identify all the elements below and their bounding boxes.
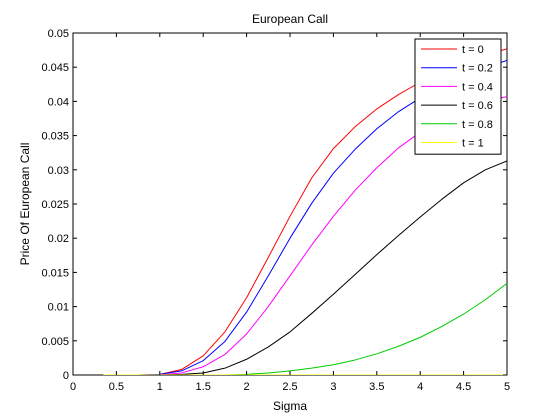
series-line-4 <box>103 282 507 375</box>
legend-label-2: t = 0.4 <box>462 81 493 93</box>
x-tick-label: 1.5 <box>196 381 211 393</box>
y-tick-label: 0.015 <box>41 267 69 279</box>
x-tick-label: 1 <box>157 381 163 393</box>
y-tick-label: 0.05 <box>48 28 69 40</box>
y-tick-label: 0.005 <box>41 336 69 348</box>
y-tick-label: 0.045 <box>41 62 69 74</box>
y-tick-label: 0.025 <box>41 199 69 211</box>
y-axis-label: Price Of European Call <box>18 143 32 266</box>
legend-label-1: t = 0.2 <box>462 63 493 75</box>
y-tick-label: 0.035 <box>41 131 69 143</box>
x-tick-label: 3.5 <box>369 381 384 393</box>
y-tick-label: 0.03 <box>48 165 69 177</box>
x-tick-label: 5 <box>504 381 510 393</box>
x-axis-label: Sigma <box>273 399 307 413</box>
legend-label-0: t = 0 <box>462 44 484 56</box>
y-tick-label: 0 <box>63 370 69 382</box>
x-tick-label: 4 <box>417 381 423 393</box>
x-tick-label: 2.5 <box>282 381 297 393</box>
chart-title: European Call <box>252 12 328 26</box>
legend-box <box>414 38 502 155</box>
x-tick-label: 2 <box>244 381 250 393</box>
x-tick-label: 0 <box>70 381 76 393</box>
x-tick-label: 4.5 <box>456 381 471 393</box>
x-tick-label: 0.5 <box>109 381 124 393</box>
y-tick-label: 0.02 <box>48 233 69 245</box>
y-tick-label: 0.01 <box>48 302 69 314</box>
y-axis-ticks: 0 0.005 0.01 0.015 0.02 0.025 0.03 0.035 0.04 0.0… <box>41 28 507 382</box>
x-tick-label: 3 <box>330 381 336 393</box>
legend: t = 0 t = 0.2 t = 0.4 t = 0.6 t = 0.8 t = 1 <box>414 38 502 155</box>
legend-label-4: t = 0.8 <box>462 119 493 131</box>
x-axis-ticks: 0 0.5 1 1.5 2 2.5 3 3.5 4 4.5 5 <box>70 33 510 393</box>
legend-label-3: t = 0.6 <box>462 100 493 112</box>
legend-label-5: t = 1 <box>462 138 484 150</box>
y-tick-label: 0.04 <box>48 96 69 108</box>
